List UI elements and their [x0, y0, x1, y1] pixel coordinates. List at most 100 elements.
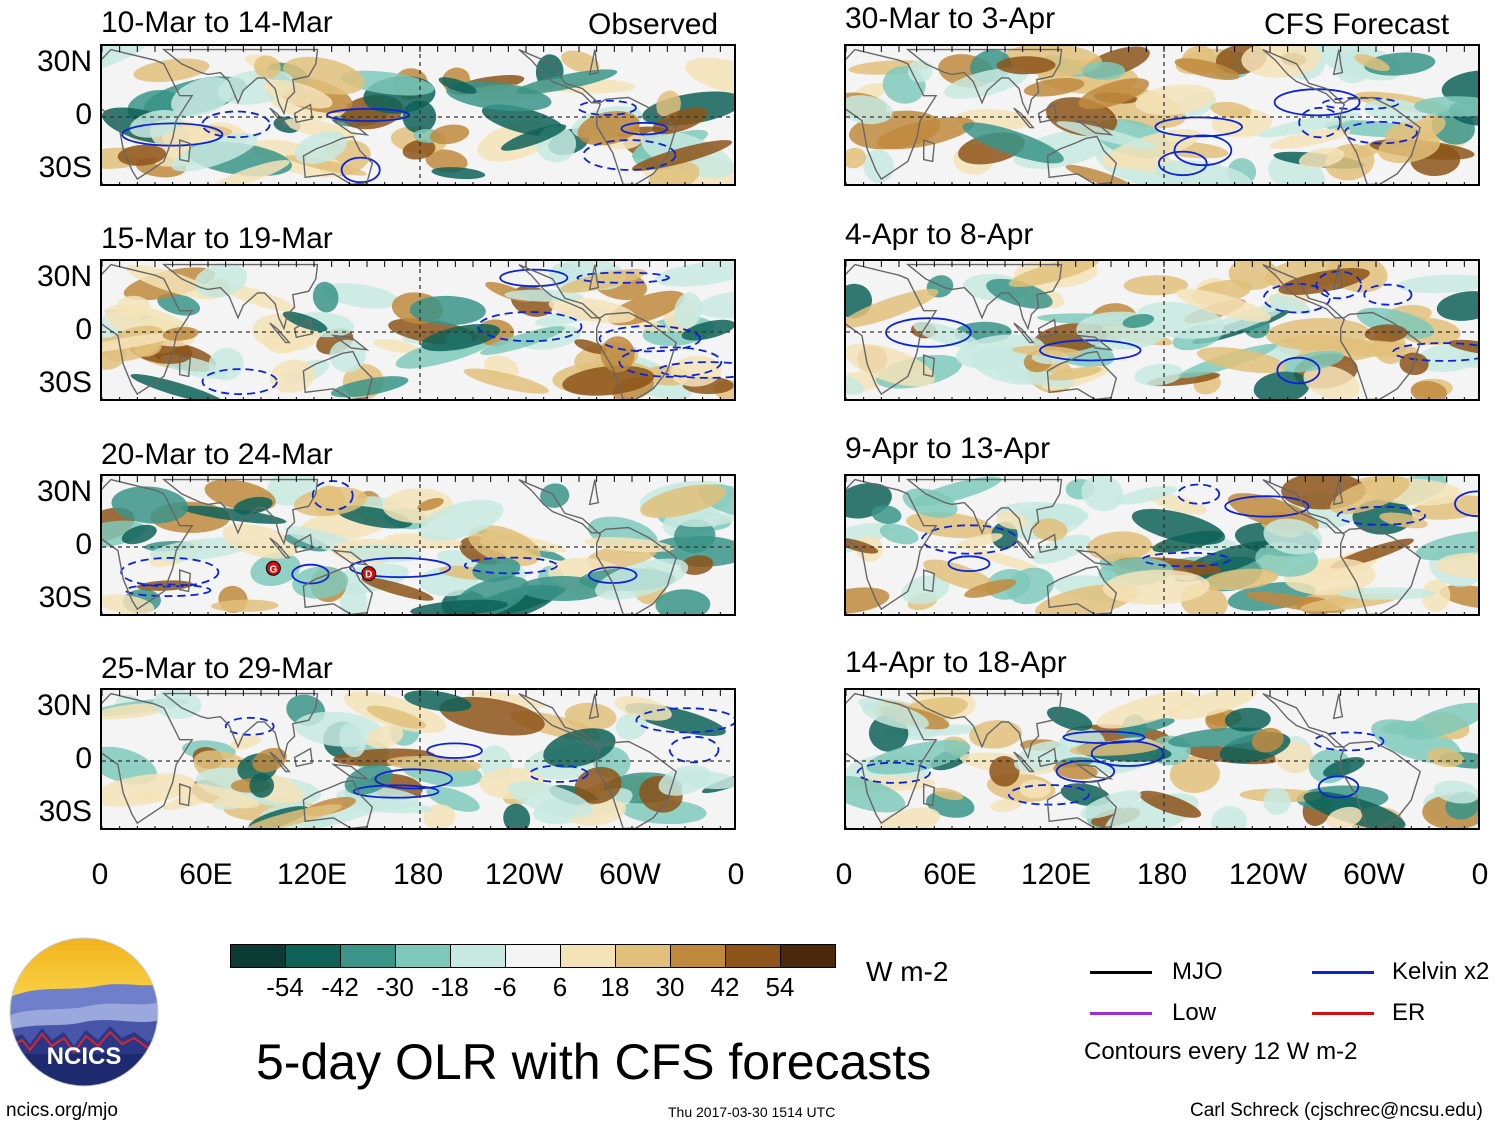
continent-outline [922, 354, 936, 378]
olr-anomaly [1149, 493, 1207, 515]
olr-anomaly [1364, 324, 1408, 343]
lat-label-30n: 30N [36, 474, 92, 508]
olr-anomaly [263, 79, 333, 109]
colorbar-swatch [615, 944, 671, 968]
kelvin-contour [426, 742, 483, 759]
olr-anomaly [233, 496, 273, 515]
olr-anomaly [504, 289, 584, 302]
kelvin-contour [326, 107, 411, 122]
kelvin-contour [1090, 740, 1165, 767]
continent-outline [1046, 135, 1118, 184]
forecast-map-4 [844, 688, 1480, 830]
kelvin-contour [577, 99, 637, 116]
footer-url[interactable]: ncics.org/mjo [6, 1100, 118, 1121]
olr-anomaly [438, 77, 477, 94]
olr-anomaly [962, 122, 1064, 164]
olr-anomaly [1263, 787, 1291, 815]
continent-outline [1046, 779, 1118, 828]
continent-outline [1262, 263, 1422, 399]
colorbar-label: 30 [655, 972, 685, 1002]
olr-anomaly [425, 149, 468, 173]
olr-anomaly [171, 133, 258, 172]
legend-line-low [1090, 1012, 1152, 1015]
olr-anomaly [503, 803, 531, 828]
continent-outline [269, 537, 291, 559]
olr-anomaly [1102, 569, 1210, 605]
olr-anomaly [111, 486, 189, 524]
olr-anomaly [102, 594, 155, 614]
lon-label-0: 0 [91, 858, 109, 891]
olr-anomaly [410, 599, 508, 614]
olr-anomaly [1008, 261, 1100, 288]
olr-anomaly [1122, 314, 1155, 328]
olr-anomaly [995, 511, 1028, 530]
lat-label-0: 0 [75, 742, 92, 775]
olr-anomaly [220, 283, 296, 312]
olr-anomaly [1356, 307, 1435, 339]
olr-anomaly [543, 728, 616, 768]
kelvin-contour [1392, 342, 1478, 362]
kelvin-contour [224, 716, 275, 736]
panel-title-obs-2: 15-Mar to 19-Mar [101, 222, 333, 255]
continent-outline [905, 263, 1063, 331]
olr-anomaly [1278, 268, 1370, 295]
continent-outline [161, 692, 319, 760]
colorbar-label: -18 [431, 972, 469, 1002]
olr-anomaly [1046, 706, 1093, 731]
lon-label-6: 0 [727, 858, 745, 891]
storm-label: G [269, 564, 277, 575]
continent-outline [1262, 692, 1422, 828]
lat-label-30s: 30S [38, 151, 92, 185]
olr-anomaly [1155, 160, 1253, 184]
olr-anomaly [656, 90, 681, 120]
olr-anomaly [614, 696, 672, 721]
continent-outline [161, 48, 319, 116]
olr-anomaly [1269, 128, 1351, 150]
olr-anomaly [943, 67, 1028, 99]
kelvin-contour [1336, 505, 1427, 526]
continent-outline [1262, 48, 1422, 184]
lon-label-2: 120E [276, 858, 348, 891]
olr-anomaly [282, 311, 328, 332]
continent-outline [102, 478, 194, 611]
olr-anomaly [1330, 476, 1410, 515]
olr-anomaly [340, 799, 433, 814]
panel-title-obs-3: 20-Mar to 24-Mar [101, 438, 333, 471]
olr-anomaly [1174, 58, 1240, 81]
kelvin-contour [582, 139, 677, 171]
olr-anomaly [996, 56, 1056, 75]
kelvin-contour [463, 556, 558, 575]
continent-outline [302, 350, 374, 399]
colorbar-label: -30 [376, 972, 414, 1002]
olr-anomaly [1439, 584, 1478, 609]
continent-outline [846, 692, 938, 825]
kelvin-contour [311, 480, 354, 511]
panel-title-obs-1: 10-Mar to 14-Mar [101, 6, 333, 39]
continent-outline [269, 107, 291, 129]
olr-anomaly [402, 139, 436, 160]
continent-outline [1074, 763, 1114, 780]
olr-anomaly [846, 147, 867, 169]
continent-outline [302, 135, 374, 184]
legend-label-kelvin: Kelvin x2 [1392, 958, 1490, 985]
continent-outline [161, 478, 319, 546]
kelvin-contour [1177, 483, 1221, 505]
colorbar-label: 6 [552, 972, 568, 1002]
olr-anomaly [1427, 747, 1464, 768]
olr-anomaly [681, 319, 734, 341]
olr-anomaly [562, 365, 655, 396]
lon-label-1: 60E [923, 858, 977, 891]
olr-anomaly [1421, 579, 1451, 612]
olr-anomaly [1131, 508, 1226, 545]
kelvin-contour [340, 156, 381, 184]
continent-outline [1332, 264, 1344, 291]
main-title: 5-day OLR with CFS forecasts [256, 1034, 932, 1090]
kelvin-contour [352, 784, 440, 799]
olr-anomaly [615, 712, 647, 740]
olr-anomaly [1378, 131, 1441, 164]
kelvin-contour [374, 768, 453, 790]
continent-outline [1074, 119, 1114, 136]
olr-anomaly [1211, 805, 1247, 828]
olr-anomaly [1263, 518, 1323, 555]
olr-anomaly [1168, 727, 1269, 748]
